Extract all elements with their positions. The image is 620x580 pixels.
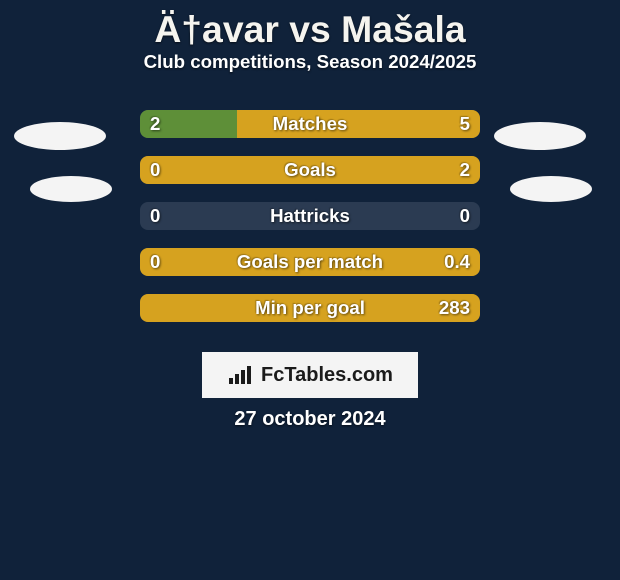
- page-subtitle: Club competitions, Season 2024/2025: [0, 51, 620, 73]
- stat-bar-track: [140, 156, 480, 184]
- page-title: Ä†avar vs Mašala: [0, 0, 620, 51]
- stat-bar-track: [140, 294, 480, 322]
- stat-row: 00Hattricks: [0, 202, 620, 248]
- stat-value-left: 0: [150, 202, 160, 230]
- stat-bar-track: [140, 110, 480, 138]
- stat-row: 25Matches: [0, 110, 620, 156]
- branding-box: FcTables.com: [202, 352, 418, 398]
- date-line: 27 october 2024: [0, 408, 620, 431]
- branding-text: FcTables.com: [261, 364, 393, 387]
- bar-chart-icon: [227, 364, 255, 386]
- stats-area: 25Matches02Goals00Hattricks00.4Goals per…: [0, 110, 620, 340]
- stat-value-left: 0: [150, 248, 160, 276]
- stat-value-left: 0: [150, 156, 160, 184]
- stat-value-right: 0.4: [444, 248, 470, 276]
- stat-value-left: 2: [150, 110, 160, 138]
- stat-value-right: 0: [460, 202, 470, 230]
- stat-bar-track: [140, 248, 480, 276]
- stat-value-right: 5: [460, 110, 470, 138]
- stat-bar-right: [140, 156, 480, 184]
- stat-row: 02Goals: [0, 156, 620, 202]
- stat-row: 00.4Goals per match: [0, 248, 620, 294]
- stat-bar-right: [237, 110, 480, 138]
- stat-value-right: 283: [439, 294, 470, 322]
- stat-bar-track: [140, 202, 480, 230]
- stat-bar-right: [140, 248, 480, 276]
- stat-row: 283Min per goal: [0, 294, 620, 340]
- stat-bar-right: [140, 294, 480, 322]
- comparison-card: Ä†avar vs Mašala Club competitions, Seas…: [0, 0, 620, 580]
- stat-value-right: 2: [460, 156, 470, 184]
